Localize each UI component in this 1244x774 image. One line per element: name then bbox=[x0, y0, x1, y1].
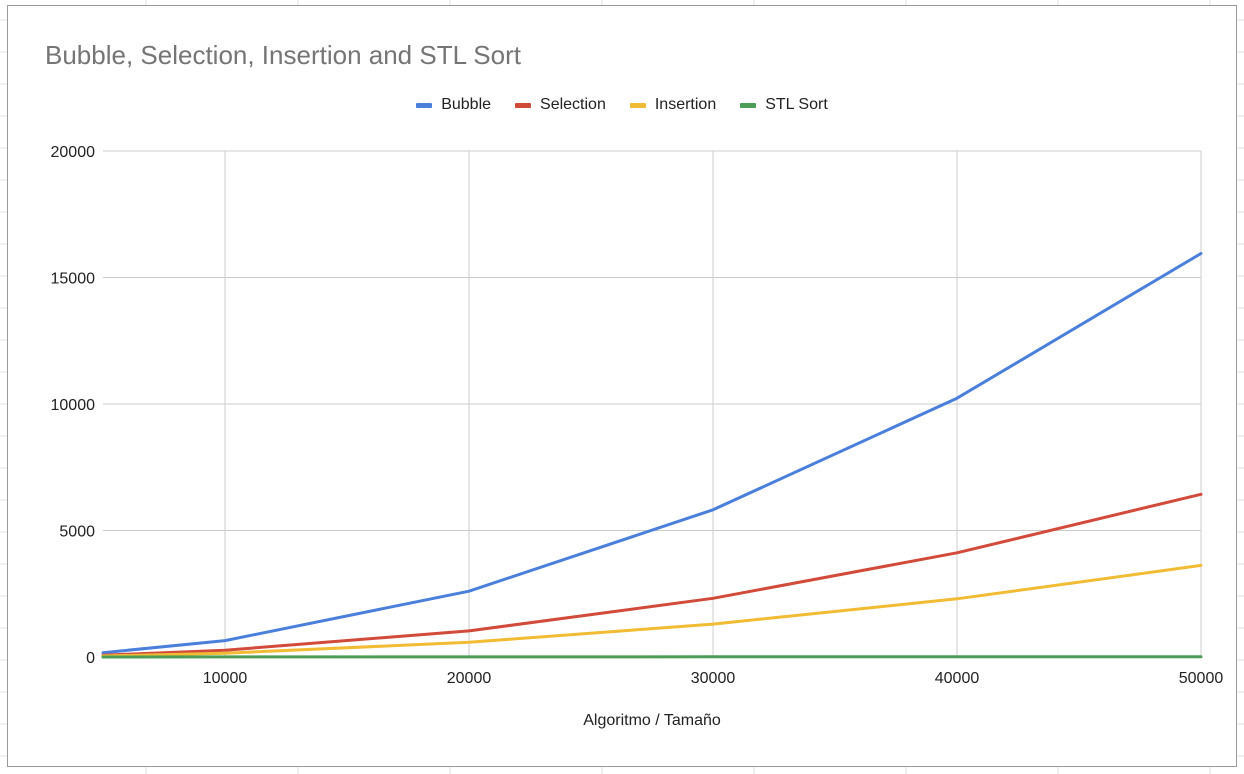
series-line-selection[interactable] bbox=[101, 492, 1203, 657]
x-tick-label: 50000 bbox=[1179, 670, 1224, 687]
legend-swatch bbox=[515, 102, 532, 108]
legend-swatch bbox=[740, 102, 757, 108]
x-tick-label: 10000 bbox=[203, 670, 248, 687]
x-tick-label: 40000 bbox=[935, 670, 980, 687]
x-tick-label: 30000 bbox=[691, 670, 736, 687]
legend-label: Insertion bbox=[654, 96, 717, 113]
legend-label: Selection bbox=[540, 96, 606, 113]
series-line-bubble[interactable] bbox=[101, 252, 1203, 655]
y-tick-label: 0 bbox=[86, 650, 95, 667]
legend-label: STL Sort bbox=[765, 96, 828, 113]
legend-item[interactable]: Bubble bbox=[416, 96, 491, 114]
chart-container[interactable] bbox=[7, 5, 1237, 767]
y-tick-label: 10000 bbox=[51, 397, 96, 414]
legend-item[interactable]: Insertion bbox=[629, 96, 717, 114]
y-tick-label: 5000 bbox=[59, 524, 95, 541]
y-tick-label: 15000 bbox=[51, 271, 96, 288]
legend-swatch bbox=[629, 102, 646, 108]
chart-title: Bubble, Selection, Insertion and STL Sor… bbox=[45, 40, 521, 70]
chart-legend: Bubble Selection Insertion STL Sort bbox=[0, 96, 1244, 114]
x-axis-title: Algoritmo / Tamaño bbox=[583, 712, 721, 729]
legend-item[interactable]: STL Sort bbox=[740, 96, 828, 114]
legend-swatch bbox=[416, 102, 433, 108]
x-tick-label: 20000 bbox=[447, 670, 492, 687]
legend-item[interactable]: Selection bbox=[515, 96, 606, 114]
legend-label: Bubble bbox=[441, 96, 492, 113]
y-tick-label: 20000 bbox=[51, 144, 96, 161]
series-line-insertion[interactable] bbox=[101, 563, 1203, 658]
